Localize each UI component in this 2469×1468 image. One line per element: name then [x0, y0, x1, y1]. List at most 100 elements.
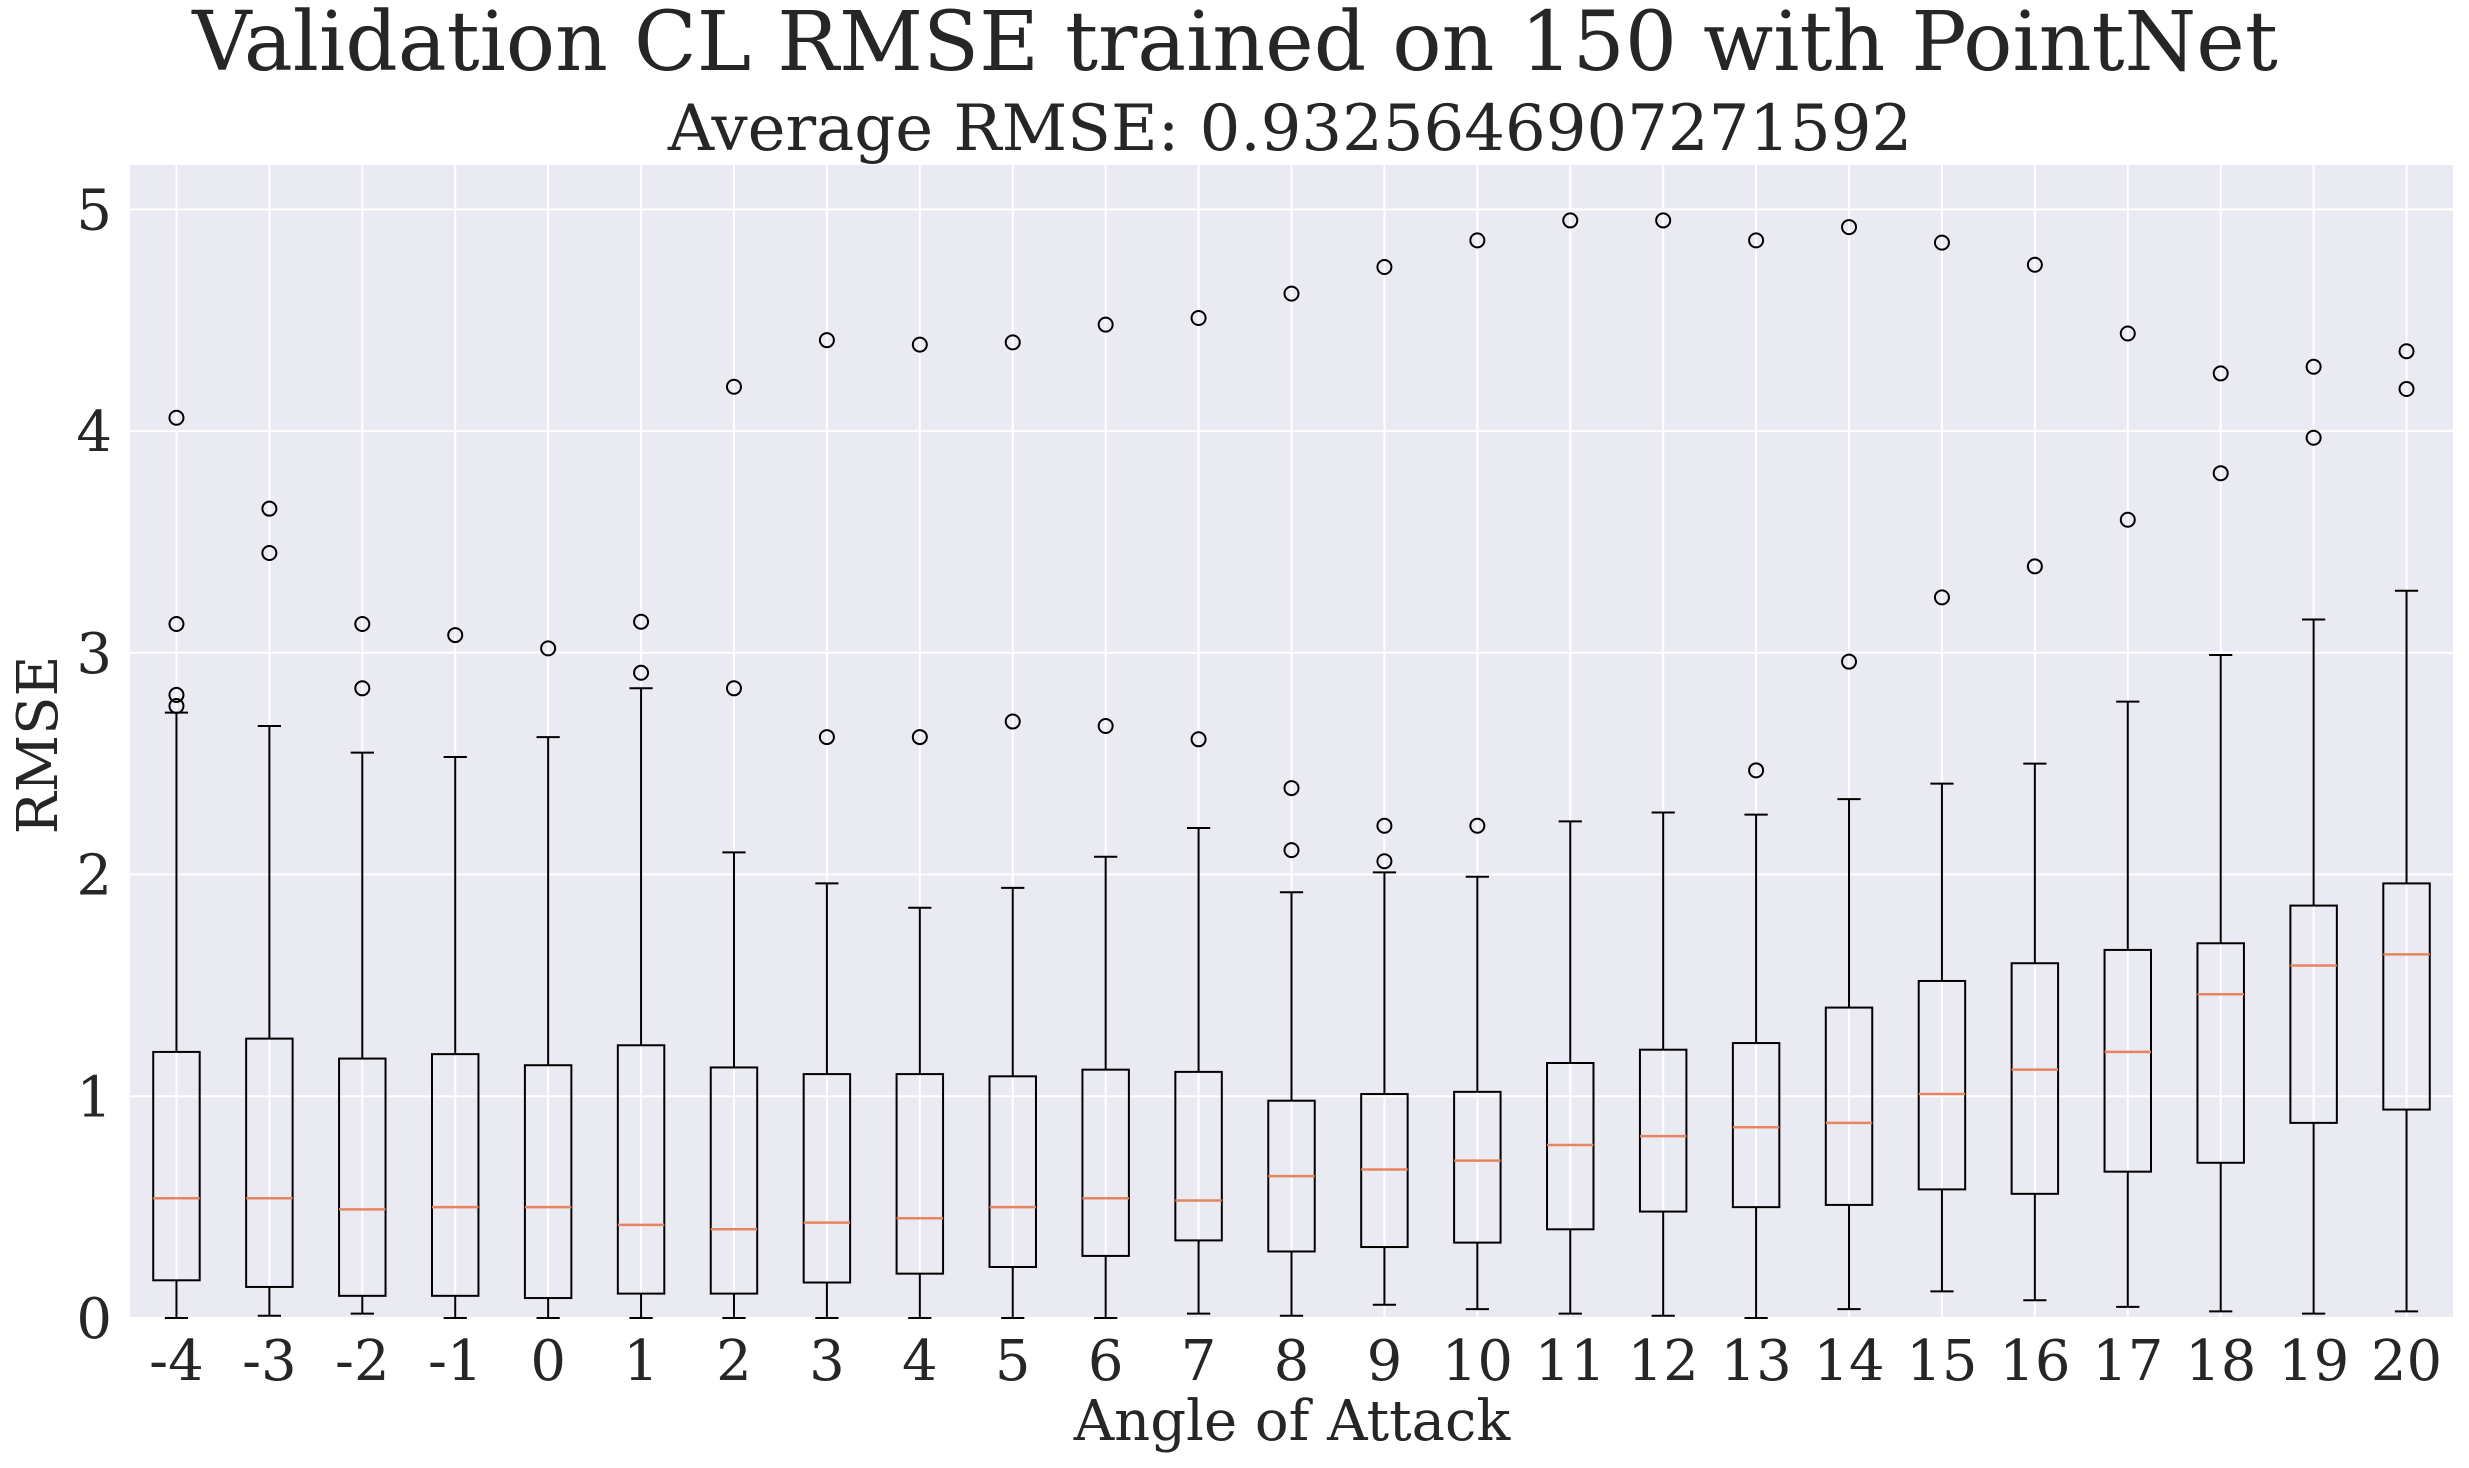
x-tick-label: 12 — [1628, 1329, 1699, 1394]
outlier-point — [1655, 212, 1672, 229]
outlier-point — [168, 686, 185, 703]
outlier-point — [540, 640, 557, 657]
x-tick-label: -2 — [335, 1329, 390, 1394]
box-iqr — [895, 1073, 945, 1275]
box-iqr — [1081, 1068, 1130, 1257]
box-iqr — [2382, 882, 2431, 1111]
outlier-point — [1376, 853, 1393, 870]
box-iqr — [2103, 948, 2153, 1173]
box-iqr — [2010, 962, 2060, 1195]
outlier-point — [447, 627, 464, 644]
y-tick-label: 5 — [76, 178, 112, 243]
box-iqr — [523, 1064, 573, 1300]
outlier-point — [633, 664, 650, 681]
outlier-point — [2119, 325, 2136, 342]
outlier-point — [1190, 309, 1207, 326]
x-tick-label: 1 — [623, 1329, 659, 1394]
x-tick-label: 0 — [530, 1329, 566, 1394]
x-tick-label: -4 — [149, 1329, 204, 1394]
x-tick-label: 16 — [1999, 1329, 2070, 1394]
x-tick-label: 18 — [2185, 1329, 2256, 1394]
x-tick-label: 13 — [1720, 1329, 1791, 1394]
outlier-point — [261, 545, 278, 562]
x-axis-label: Angle of Attack — [1073, 1389, 1512, 1454]
outlier-point — [1748, 762, 1765, 779]
outlier-point — [1562, 212, 1579, 229]
box-iqr — [1824, 1006, 1874, 1206]
outlier-point — [2398, 380, 2415, 397]
outlier-point — [725, 378, 742, 395]
outlier-point — [1283, 780, 1300, 797]
outlier-point — [2305, 358, 2322, 375]
box-iqr — [616, 1044, 666, 1295]
outlier-point — [633, 613, 650, 630]
x-tick-label: 5 — [995, 1329, 1031, 1394]
outlier-point — [1376, 817, 1393, 834]
x-tick-label: 20 — [2371, 1329, 2442, 1394]
y-axis-label: RMSE — [6, 656, 71, 835]
outlier-point — [725, 680, 742, 697]
box-iqr — [1453, 1090, 1502, 1244]
box-iqr — [988, 1075, 1037, 1269]
outlier-point — [1841, 219, 1858, 236]
outlier-point — [1097, 717, 1114, 734]
box-iqr — [1731, 1042, 1781, 1209]
x-tick-label: 14 — [1813, 1329, 1884, 1394]
y-tick-label: 2 — [76, 844, 112, 909]
x-tick-label: 3 — [809, 1329, 845, 1394]
outlier-point — [168, 409, 185, 426]
box-iqr — [338, 1057, 387, 1297]
y-tick-label: 0 — [76, 1287, 112, 1352]
outlier-point — [1376, 258, 1393, 275]
x-tick-label: -3 — [242, 1329, 297, 1394]
outlier-point — [261, 500, 278, 517]
x-tick-label: 7 — [1181, 1329, 1217, 1394]
outlier-point — [1469, 817, 1486, 834]
outlier-point — [2398, 343, 2415, 360]
box-iqr — [1638, 1048, 1688, 1213]
y-tick-label: 4 — [76, 400, 112, 465]
chart-title: Validation CL RMSE trained on 150 with P… — [191, 0, 2278, 90]
box-iqr — [152, 1050, 201, 1282]
x-tick-label: 9 — [1367, 1329, 1403, 1394]
box-iqr — [2196, 942, 2245, 1164]
outlier-point — [2026, 558, 2043, 575]
outlier-point — [1283, 842, 1300, 859]
y-tick-label: 1 — [76, 1065, 112, 1130]
box-iqr — [1917, 979, 1967, 1191]
x-tick-label: 17 — [2092, 1329, 2163, 1394]
chart-subtitle: Average RMSE: 0.9325646907271592 — [667, 92, 1912, 166]
outlier-point — [2119, 511, 2136, 528]
outlier-point — [818, 729, 835, 746]
x-tick-label: 8 — [1274, 1329, 1310, 1394]
outlier-point — [1841, 653, 1858, 670]
y-tick-label: 3 — [76, 622, 112, 687]
outlier-point — [354, 680, 371, 697]
outlier-point — [2212, 465, 2229, 482]
box-iqr — [1174, 1070, 1223, 1242]
outlier-point — [1748, 232, 1765, 249]
x-tick-label: -1 — [428, 1329, 483, 1394]
outlier-point — [2305, 429, 2322, 446]
outlier-point — [1004, 713, 1021, 730]
box-iqr — [2289, 904, 2338, 1124]
x-tick-label: 4 — [902, 1329, 938, 1394]
outlier-point — [1933, 234, 1950, 251]
box-iqr — [802, 1073, 852, 1284]
outlier-point — [1004, 334, 1021, 351]
outlier-point — [1933, 589, 1950, 606]
x-tick-label: 19 — [2278, 1329, 2349, 1394]
x-tick-label: 2 — [716, 1329, 752, 1394]
outlier-point — [168, 698, 185, 715]
outlier-point — [2026, 256, 2043, 273]
x-tick-label: 15 — [1906, 1329, 1977, 1394]
outlier-point — [911, 729, 928, 746]
outlier-point — [2212, 365, 2229, 382]
outlier-point — [354, 615, 371, 632]
box-iqr — [430, 1053, 480, 1297]
outlier-point — [1097, 316, 1114, 333]
x-tick-label: 10 — [1442, 1329, 1513, 1394]
x-tick-label: 11 — [1535, 1329, 1606, 1394]
